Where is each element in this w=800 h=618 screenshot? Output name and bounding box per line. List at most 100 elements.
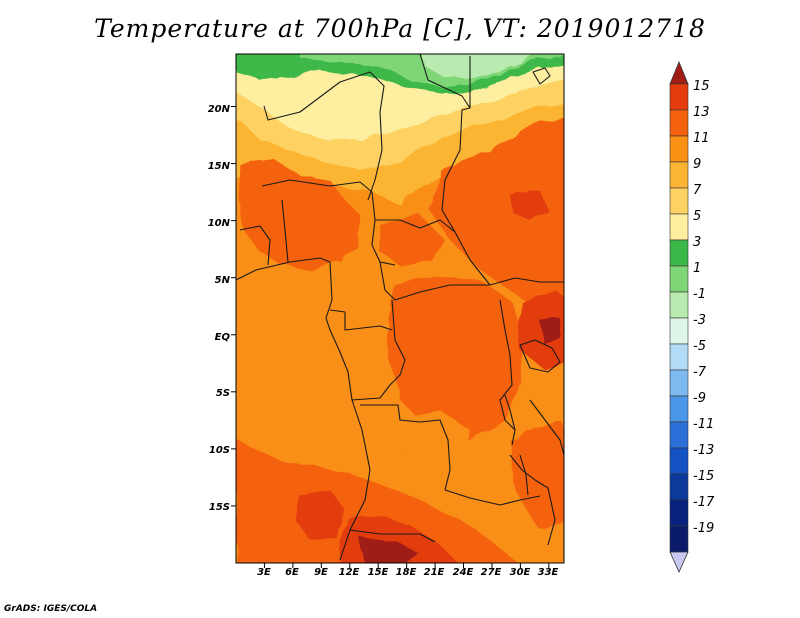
lon-label-30e: 30E	[509, 567, 531, 578]
lon-label-12e: 12E	[338, 567, 360, 578]
border-togo-benin	[281, 199, 289, 263]
colorbar-label-m7: -7	[693, 365, 706, 380]
border-chad-car	[375, 219, 456, 233]
lon-label-3e: 3E	[257, 567, 271, 578]
lon-label-18e: 18E	[395, 567, 417, 578]
colorbar-box	[669, 291, 689, 319]
colorbar-label-m17: -17	[693, 495, 715, 510]
field-13-15-namibia	[295, 490, 345, 540]
border-congo	[351, 299, 406, 401]
field-13-15-sudan	[510, 190, 548, 220]
colorbar-box	[669, 473, 689, 501]
lon-label-9e: 9E	[314, 567, 328, 578]
lon-label-24e: 24E	[452, 567, 474, 578]
border-gabon	[329, 309, 393, 331]
lake-victoria	[519, 339, 561, 373]
border-angola-drc	[360, 404, 451, 491]
colorbar-label-m1: -1	[693, 287, 706, 302]
field-11-13-congo	[388, 275, 525, 440]
border-libya	[419, 54, 471, 109]
colorbar-label-m13: -13	[693, 443, 715, 458]
lat-ticks	[231, 105, 236, 507]
map-frame	[235, 53, 565, 564]
colorbar-label-7: 7	[693, 183, 702, 198]
colorbar-box	[669, 83, 689, 111]
colorbar-label-1: 1	[693, 261, 702, 276]
colorbar-box	[669, 213, 689, 241]
grads-credit: GrADS: IGES/COLA	[4, 604, 98, 614]
field-15-plus	[360, 538, 420, 563]
colorbar-box	[669, 317, 689, 345]
colorbar-box	[669, 239, 689, 267]
colorbar-top-arrow	[669, 60, 689, 85]
colorbar-box	[669, 499, 689, 527]
colorbar-label-m3: -3	[693, 313, 706, 328]
border-car-drc	[379, 261, 490, 301]
colorbar-label-m9: -9	[693, 391, 706, 406]
border-malawi	[509, 454, 556, 546]
field-11-13-westafrica	[238, 160, 360, 270]
colorbar-label-5: 5	[693, 209, 702, 224]
lat-label-10s: 10S	[208, 445, 230, 456]
colorbar-box	[669, 135, 689, 163]
field-15-plus-lakes	[540, 318, 562, 345]
colorbar-box	[669, 369, 689, 397]
colorbar-box	[669, 187, 689, 215]
colorbar-box	[669, 265, 689, 293]
lat-label-5n: 5N	[214, 275, 230, 286]
lon-ticks	[263, 563, 550, 568]
colorbar-label-m15: -15	[693, 469, 715, 484]
lat-label-15n: 15N	[207, 161, 230, 172]
lat-label-10n: 10N	[207, 218, 230, 229]
lake-malawi	[519, 454, 529, 496]
coastline-west	[236, 257, 371, 561]
lon-label-27e: 27E	[480, 567, 502, 578]
lon-label-33e: 33E	[537, 567, 559, 578]
lat-label-eq: EQ	[214, 332, 230, 343]
colorbar	[669, 60, 689, 573]
colorbar-label-13: 13	[693, 105, 710, 120]
field-9-11-ocean	[236, 280, 350, 440]
lon-label-21e: 21E	[423, 567, 445, 578]
colorbar-label-m11: -11	[693, 417, 715, 432]
colorbar-bottom-arrow	[669, 551, 689, 573]
lake-nasser	[532, 67, 551, 85]
lake-tanganyika	[504, 394, 516, 446]
colorbar-box	[669, 161, 689, 189]
border-zambia	[444, 489, 541, 506]
field-m3-m1	[421, 54, 532, 80]
colorbar-box	[669, 447, 689, 475]
lat-label-5s: 5S	[215, 388, 230, 399]
field-11-13-se	[510, 420, 564, 530]
colorbar-label-11: 11	[693, 131, 710, 146]
border-niger-nigeria	[261, 179, 396, 266]
colorbar-label-m19: -19	[693, 521, 715, 536]
temperature-field	[236, 54, 564, 563]
border-angola-namibia	[349, 529, 436, 543]
lat-label-15s: 15S	[208, 502, 230, 513]
colorbar-box	[669, 395, 689, 423]
page-title: Temperature at 700hPa [C], VT: 201901271…	[94, 14, 706, 43]
lon-label-6e: 6E	[285, 567, 299, 578]
border-tanzania	[529, 399, 564, 456]
colorbar-label-15: 15	[693, 79, 710, 94]
lon-label-15e: 15E	[367, 567, 389, 578]
colorbar-box	[669, 525, 689, 553]
colorbar-label-m5: -5	[693, 339, 706, 354]
lat-label-20n: 20N	[207, 104, 230, 115]
colorbar-box	[669, 109, 689, 137]
border-ghana	[239, 225, 271, 266]
field-11-13-car	[378, 215, 445, 265]
colorbar-label-9: 9	[693, 157, 702, 172]
border-algeria-mali	[263, 71, 385, 201]
field-11-13-sudan	[430, 118, 564, 326]
colorbar-box	[669, 421, 689, 449]
border-sudan-chad	[441, 56, 564, 286]
country-boundaries	[236, 54, 564, 561]
colorbar-box	[669, 343, 689, 371]
field-9-11-patch	[400, 410, 470, 480]
border-drc-east	[499, 299, 516, 431]
colorbar-label-3: 3	[693, 235, 702, 250]
